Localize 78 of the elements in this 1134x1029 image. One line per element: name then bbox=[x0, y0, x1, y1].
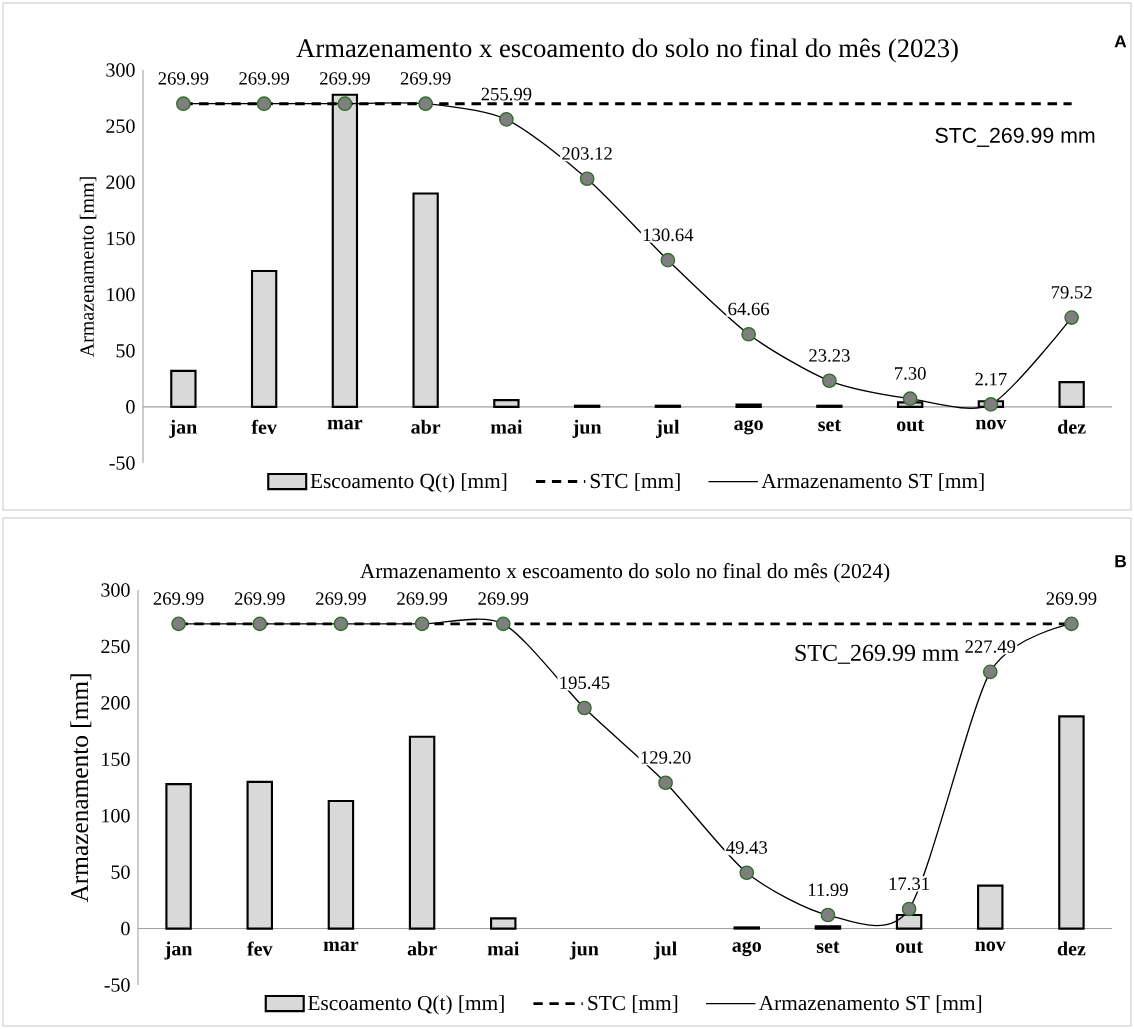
x-tick-label: set bbox=[818, 419, 841, 432]
y-tick-label: 50 bbox=[116, 343, 135, 358]
x-tick-label: out bbox=[895, 941, 923, 953]
x-tick-label: ago bbox=[732, 941, 761, 957]
y-tick-label: 0 bbox=[126, 400, 135, 414]
y-tick-label: 200 bbox=[101, 696, 130, 710]
legend-label: STC [mm] bbox=[588, 995, 678, 1013]
x-tick-label: jan bbox=[164, 941, 193, 960]
x-tick-label: ago bbox=[734, 419, 763, 435]
data-label: 7.30 bbox=[895, 367, 926, 380]
y-tick-label: 100 bbox=[102, 808, 130, 823]
x-tick-label: abr bbox=[411, 419, 441, 434]
y-tick-label: -50 bbox=[109, 456, 135, 470]
data-label: 269.99 bbox=[234, 592, 285, 605]
x-tick-label: mar bbox=[323, 941, 359, 952]
x-tick-label: jul bbox=[653, 941, 677, 960]
data-label: 64.66 bbox=[728, 302, 770, 316]
x-tick-label: fev bbox=[247, 941, 273, 956]
x-tick-label: jun bbox=[572, 419, 602, 438]
data-label: 269.99 bbox=[153, 592, 204, 605]
data-label: 269.99 bbox=[320, 72, 370, 85]
x-tick-label: mai bbox=[487, 941, 520, 956]
data-label: 49.43 bbox=[726, 841, 768, 854]
x-tick-label: out bbox=[897, 419, 924, 432]
data-label: 269.99 bbox=[1046, 592, 1097, 605]
x-tick-label: nov bbox=[975, 419, 1007, 430]
annotation: STC_269.99 mm bbox=[935, 127, 1095, 147]
data-label: 269.99 bbox=[239, 72, 290, 85]
text: A bbox=[1114, 35, 1127, 48]
x-tick-label: set bbox=[816, 941, 840, 953]
legend-label: Armazenamento ST [mm] bbox=[758, 995, 982, 1013]
data-label: 269.99 bbox=[397, 592, 447, 605]
legend-label: Armazenamento ST [mm] bbox=[761, 473, 984, 491]
y-tick-label: 250 bbox=[101, 639, 130, 654]
y-axis-title: Armazenamento [mm] bbox=[79, 177, 97, 358]
data-label: 269.99 bbox=[400, 72, 451, 85]
data-label: 17.31 bbox=[889, 877, 929, 891]
legend-label: STC [mm] bbox=[590, 473, 680, 491]
x-tick-label: mai bbox=[490, 419, 523, 434]
data-label: 130.64 bbox=[643, 228, 694, 242]
data-label: 23.23 bbox=[809, 349, 850, 362]
y-tick-label: 0 bbox=[121, 921, 130, 936]
chart-title: Armazenamento x escoamento do solo no final do mês (2024) bbox=[360, 563, 890, 583]
data-label: 269.99 bbox=[478, 592, 529, 605]
x-tick-label: jan bbox=[169, 419, 197, 438]
data-label: 2.17 bbox=[975, 372, 1007, 386]
y-tick-label: 300 bbox=[106, 63, 135, 77]
x-tick-label: dez bbox=[1058, 419, 1086, 434]
data-label: 269.99 bbox=[158, 72, 209, 85]
y-tick-label: 300 bbox=[101, 583, 130, 597]
y-tick-label: 150 bbox=[107, 231, 135, 246]
y-axis-title: Armazenamento [mm] bbox=[70, 674, 92, 903]
data-label: 79.52 bbox=[1051, 286, 1092, 299]
x-tick-label: abr bbox=[407, 941, 437, 956]
y-tick-label: 50 bbox=[111, 865, 130, 879]
data-label: 255.99 bbox=[481, 87, 532, 101]
data-label: 129.20 bbox=[641, 751, 691, 764]
data-label: 11.99 bbox=[808, 883, 848, 897]
x-tick-label: fev bbox=[251, 419, 277, 435]
y-tick-label: 250 bbox=[106, 119, 135, 133]
x-tick-label: dez bbox=[1057, 941, 1086, 956]
data-label: 269.99 bbox=[316, 592, 366, 605]
x-tick-label: jul bbox=[656, 419, 680, 438]
legend-label: Escoamento Q(t) [mm] bbox=[310, 473, 507, 493]
legend-label: Escoamento Q(t) [mm] bbox=[308, 995, 504, 1015]
x-tick-label: mar bbox=[327, 419, 363, 430]
y-tick-label: -50 bbox=[104, 978, 130, 992]
data-label: 227.49 bbox=[965, 640, 1016, 653]
y-tick-label: 200 bbox=[106, 175, 135, 190]
annotation: STC_269.99 mm bbox=[795, 644, 959, 664]
x-tick-label: nov bbox=[975, 941, 1006, 952]
chart-title: Armazenamento x escoamento do solo no final do mês (2023) bbox=[296, 38, 958, 63]
text: B bbox=[1115, 555, 1126, 568]
data-label: 203.12 bbox=[562, 147, 612, 160]
x-tick-label: jun bbox=[569, 941, 599, 960]
data-label: 195.45 bbox=[560, 676, 610, 690]
y-tick-label: 150 bbox=[102, 752, 130, 767]
y-tick-label: 100 bbox=[107, 287, 135, 302]
